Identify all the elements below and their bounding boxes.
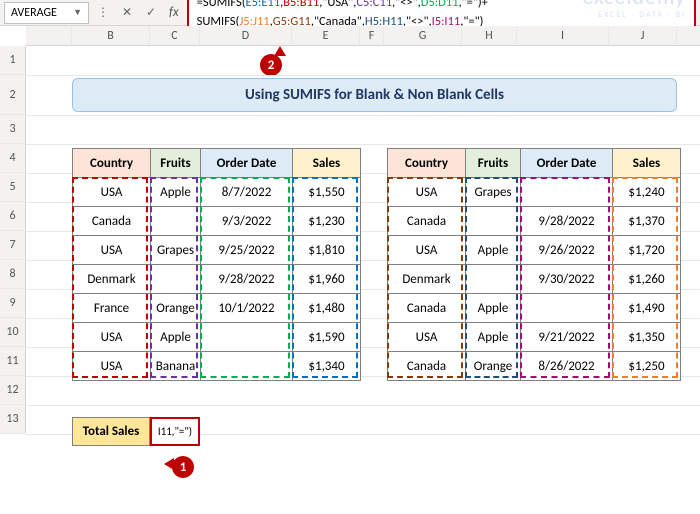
- table-row: USAGrapes9/25/2022$1,810: [73, 236, 361, 265]
- column-headers: BCDEFGHIJ: [26, 26, 700, 46]
- name-box[interactable]: AVERAGE ▼: [4, 2, 89, 24]
- table-row: USABanana$1,340: [73, 352, 361, 381]
- name-box-value: AVERAGE: [11, 6, 57, 20]
- page-title: Using SUMIFS for Blank & Non Blank Cells: [72, 78, 677, 112]
- table-row: CanadaOrange8/26/2022$1,250: [388, 352, 681, 381]
- table-row: USAApple$1,590: [73, 323, 361, 352]
- table-row: Denmark9/30/2022$1,260: [388, 265, 681, 294]
- table-row: USAApple9/26/2022$1,720: [388, 236, 681, 265]
- watermark-sub: EXCEL · DATA · BI: [582, 10, 686, 20]
- dots-icon[interactable]: ⋮: [93, 3, 113, 23]
- watermark-title: exceldemy: [582, 0, 686, 10]
- callout-badge-1: 1: [172, 456, 194, 478]
- row-headers: 12345678910111213: [0, 46, 26, 434]
- watermark: exceldemy EXCEL · DATA · BI: [582, 0, 686, 20]
- table-row: Denmark9/28/2022$1,960: [73, 265, 361, 294]
- table-row: CanadaApple$1,490: [388, 294, 681, 323]
- table-row: USAApple9/21/2022$1,350: [388, 323, 681, 352]
- total-sales-cell[interactable]: I11,"="): [150, 417, 200, 446]
- data-table-left: CountryFruitsOrder DateSalesUSAApple8/7/…: [72, 148, 361, 381]
- spreadsheet: BCDEFGHIJ 12345678910111213 Using SUMIFS…: [0, 26, 700, 46]
- table-row: Canada9/3/2022$1,230: [73, 207, 361, 236]
- table-row: Canada9/28/2022$1,370: [388, 207, 681, 236]
- total-row: Total Sales I11,"="): [72, 417, 200, 446]
- table-row: FranceOrange10/1/2022$1,480: [73, 294, 361, 323]
- table-row: USAApple8/7/2022$1,550: [73, 178, 361, 207]
- cancel-icon[interactable]: ✕: [117, 3, 137, 23]
- data-table-right: CountryFruitsOrder DateSalesUSAGrapes$1,…: [387, 148, 681, 381]
- total-sales-label: Total Sales: [72, 417, 150, 446]
- table-row: USAGrapes$1,240: [388, 178, 681, 207]
- fx-icon[interactable]: fx: [169, 5, 179, 20]
- callout-badge-2: 2: [260, 54, 282, 76]
- chevron-down-icon: ▼: [73, 7, 82, 18]
- accept-icon[interactable]: ✓: [141, 3, 161, 23]
